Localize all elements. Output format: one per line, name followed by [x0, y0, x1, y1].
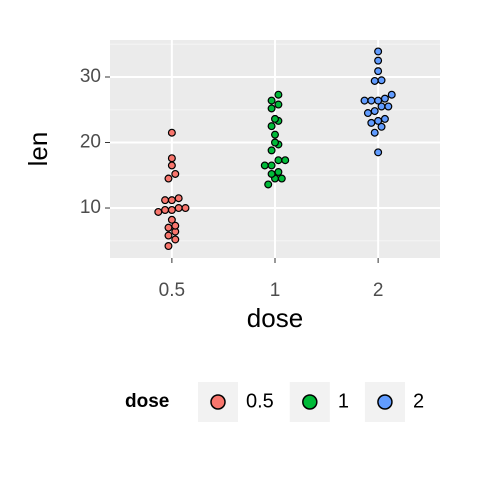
x-axis-title: dose: [247, 303, 303, 333]
dot: [267, 122, 276, 131]
legend-dot: [377, 394, 393, 410]
legend-label: 0.5: [246, 390, 274, 412]
x-tick-label: 0.5: [159, 280, 185, 301]
dot: [167, 161, 176, 170]
dot: [380, 114, 389, 123]
dot: [367, 96, 376, 105]
dot: [281, 156, 290, 165]
dot: [380, 94, 389, 103]
dot: [174, 204, 183, 213]
dot: [267, 161, 276, 170]
dot: [167, 128, 176, 137]
dot: [370, 107, 379, 116]
dot: [363, 109, 372, 118]
dot: [374, 96, 383, 105]
dot: [167, 154, 176, 163]
dot: [377, 76, 386, 85]
dot: [264, 180, 273, 189]
dot: [274, 167, 283, 176]
y-tick-label: 10: [80, 197, 101, 218]
dot: [360, 96, 369, 105]
y-axis-title: len: [23, 132, 53, 167]
dot: [164, 223, 173, 232]
dot: [274, 156, 283, 165]
dot: [267, 104, 276, 113]
dot: [167, 205, 176, 214]
dot: [167, 196, 176, 205]
dot: [277, 174, 286, 183]
dot: [374, 56, 383, 65]
dot: [377, 122, 386, 131]
dot: [174, 194, 183, 203]
dot: [387, 90, 396, 99]
legend-label: 1: [338, 390, 349, 412]
dot: [267, 96, 276, 105]
dot: [374, 47, 383, 56]
dot: [164, 174, 173, 183]
dot: [161, 205, 170, 214]
dot: [367, 118, 376, 127]
dot: [274, 100, 283, 109]
dot: [370, 76, 379, 85]
dot: [274, 90, 283, 99]
dot: [271, 138, 280, 147]
legend-dot: [302, 394, 318, 410]
dot: [271, 130, 280, 139]
y-tick-label: 30: [80, 66, 101, 87]
dot: [267, 146, 276, 155]
dot: [374, 116, 383, 125]
dot: [267, 169, 276, 178]
dot: [154, 207, 163, 216]
dot: [167, 215, 176, 224]
dot: [374, 148, 383, 157]
y-tick-label: 20: [80, 132, 101, 153]
dot: [171, 235, 180, 244]
dot: [164, 242, 173, 251]
x-tick-label: 2: [373, 280, 384, 301]
dot: [171, 169, 180, 178]
x-tick-label: 1: [270, 280, 281, 301]
dot: [374, 67, 383, 76]
legend-label: 2: [413, 390, 424, 412]
legend-dot: [210, 394, 226, 410]
dot: [171, 221, 180, 230]
dot: [161, 196, 170, 205]
legend-title: dose: [125, 391, 169, 412]
dot: [260, 161, 269, 170]
dot: [181, 204, 190, 213]
dot: [271, 114, 280, 123]
dot: [164, 231, 173, 240]
dot: [384, 102, 393, 111]
dot: [370, 128, 379, 137]
